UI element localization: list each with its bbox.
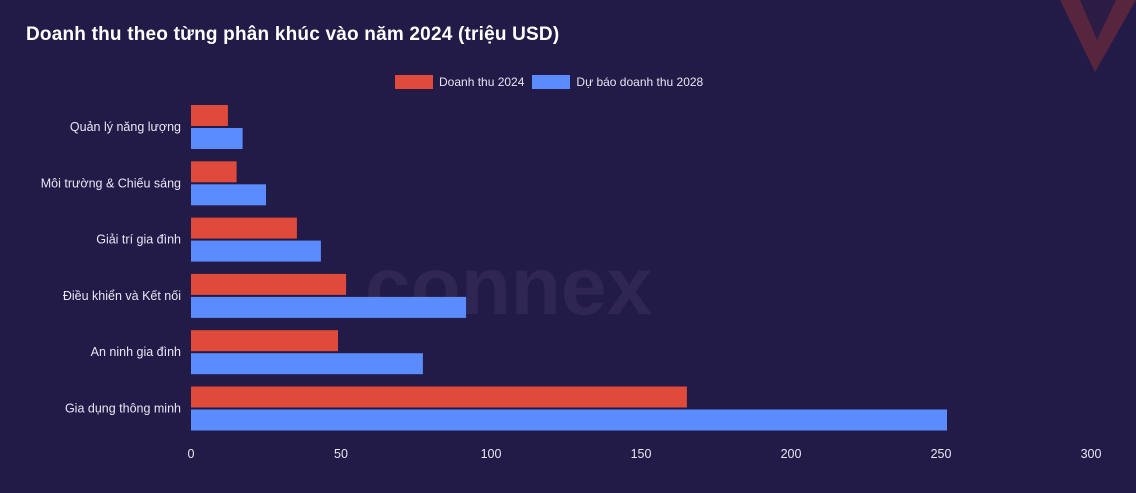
bar-2028[interactable] — [191, 128, 243, 149]
legend-label-2024: Doanh thu 2024 — [439, 75, 525, 89]
bar-2024[interactable] — [191, 161, 237, 183]
legend-label-2028: Dự báo doanh thu 2028 — [576, 75, 704, 89]
chart-title: Doanh thu theo từng phân khúc vào năm 20… — [26, 24, 560, 45]
bar-2028[interactable] — [191, 296, 467, 318]
bar-2028[interactable] — [191, 409, 947, 431]
category-label: Giải trí gia đình — [96, 233, 181, 247]
bar-2028[interactable] — [191, 184, 266, 206]
category-label: Điều khiển và Kết nối — [63, 289, 181, 303]
x-tick-label: 100 — [481, 447, 502, 461]
bar-2024[interactable] — [191, 386, 687, 408]
category-label: Quản lý năng lượng — [70, 120, 181, 134]
x-tick-label: 250 — [931, 447, 952, 461]
legend-item-2028[interactable]: Dự báo doanh thu 2028 — [532, 75, 703, 89]
legend-item-2024[interactable]: Doanh thu 2024 — [395, 75, 524, 89]
x-tick-label: 150 — [631, 447, 652, 461]
category-label: Gia dụng thông minh — [65, 402, 181, 416]
legend: Doanh thu 2024 Dự báo doanh thu 2028 — [395, 75, 711, 89]
x-tick-label: 200 — [781, 447, 802, 461]
bar-2028[interactable] — [191, 353, 423, 375]
category-label: An ninh gia đình — [91, 345, 181, 359]
x-tick-label: 50 — [334, 447, 348, 461]
category-label: Môi trường & Chiếu sáng — [41, 176, 181, 190]
bar-2024[interactable] — [191, 273, 347, 295]
legend-swatch-2028 — [532, 75, 571, 89]
legend-swatch-2024 — [395, 75, 433, 89]
bar-2024[interactable] — [191, 330, 338, 352]
bar-2024[interactable] — [191, 217, 297, 239]
x-tick-label: 300 — [1081, 447, 1102, 461]
x-tick-label: 0 — [188, 447, 195, 461]
bar-2024[interactable] — [191, 105, 228, 126]
bar-2028[interactable] — [191, 240, 321, 262]
